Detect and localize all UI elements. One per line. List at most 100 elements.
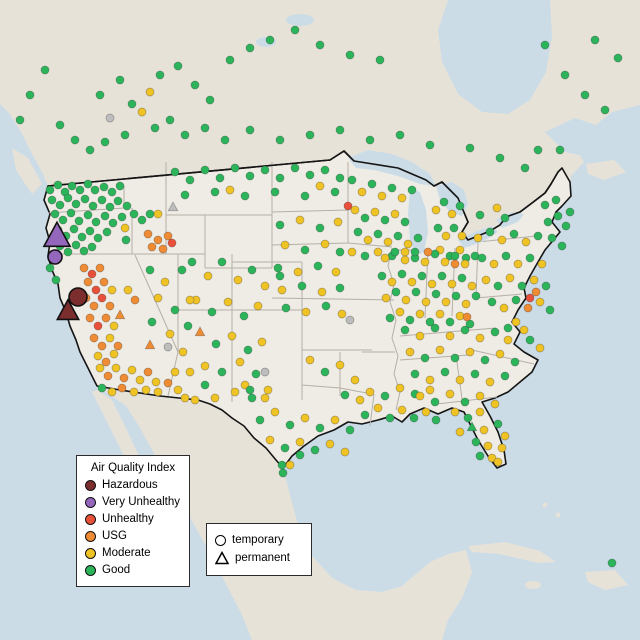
aqi-station-dot[interactable] <box>55 120 65 130</box>
aqi-station-dot[interactable] <box>503 335 513 345</box>
aqi-station-dot[interactable] <box>245 385 255 395</box>
aqi-station-dot[interactable] <box>480 355 490 365</box>
aqi-station-dot[interactable] <box>415 309 425 319</box>
aqi-station-dot[interactable] <box>387 277 397 287</box>
aqi-station-dot[interactable] <box>305 130 315 140</box>
aqi-station-dot[interactable] <box>439 197 449 207</box>
aqi-station-dot[interactable] <box>260 281 270 291</box>
aqi-station-dot[interactable] <box>401 295 411 305</box>
aqi-station-dot[interactable] <box>83 210 93 220</box>
aqi-station-dot[interactable] <box>420 353 430 363</box>
aqi-station-dot[interactable] <box>390 209 400 219</box>
aqi-station-dot[interactable] <box>543 217 553 227</box>
aqi-station-dot[interactable] <box>253 301 263 311</box>
aqi-station-dot[interactable] <box>433 223 443 233</box>
aqi-station-dot[interactable] <box>25 90 35 100</box>
aqi-station-dot[interactable] <box>330 415 340 425</box>
aqi-station-dot[interactable] <box>600 105 610 115</box>
aqi-station-dot[interactable] <box>590 35 600 45</box>
aqi-station-dot[interactable] <box>460 397 470 407</box>
aqi-station-dot[interactable] <box>535 343 545 353</box>
aqi-station-dot[interactable] <box>100 211 110 221</box>
aqi-station-dot[interactable] <box>345 50 355 60</box>
aqi-station-dot[interactable] <box>373 247 383 257</box>
aqi-station-dot[interactable] <box>210 187 220 197</box>
aqi-station-dot[interactable] <box>421 407 431 417</box>
aqi-station-dot[interactable] <box>141 385 151 395</box>
aqi-station-dot[interactable] <box>525 335 535 345</box>
aqi-station-dot[interactable] <box>391 287 401 297</box>
aqi-station-dot[interactable] <box>97 195 107 205</box>
aqi-station-dot[interactable] <box>144 339 156 350</box>
aqi-station-dot[interactable] <box>405 315 415 325</box>
aqi-station-dot[interactable] <box>113 341 123 351</box>
aqi-station-dot[interactable] <box>53 180 63 190</box>
aqi-station-dot[interactable] <box>185 295 195 305</box>
aqi-station-dot[interactable] <box>490 327 500 337</box>
aqi-station-dot[interactable] <box>410 247 420 257</box>
aqi-station-dot[interactable] <box>80 194 90 204</box>
aqi-station-dot[interactable] <box>370 207 380 217</box>
aqi-station-dot[interactable] <box>99 277 109 287</box>
aqi-station-dot[interactable] <box>335 173 345 183</box>
aqi-station-dot[interactable] <box>177 265 187 275</box>
aqi-station-dot[interactable] <box>460 259 470 269</box>
aqi-station-dot[interactable] <box>353 227 363 237</box>
aqi-station-dot[interactable] <box>67 181 77 191</box>
aqi-station-dot[interactable] <box>320 165 330 175</box>
aqi-station-dot[interactable] <box>447 279 457 289</box>
aqi-station-dot[interactable] <box>95 263 105 273</box>
aqi-station-dot[interactable] <box>301 307 311 317</box>
aqi-station-dot[interactable] <box>320 367 330 377</box>
aqi-station-dot[interactable] <box>77 232 87 242</box>
aqi-station-dot[interactable] <box>91 285 101 295</box>
aqi-station-dot[interactable] <box>107 285 117 295</box>
aqi-station-dot[interactable] <box>431 415 441 425</box>
aqi-station-dot[interactable] <box>68 287 88 307</box>
aqi-station-dot[interactable] <box>387 183 397 193</box>
aqi-station-dot[interactable] <box>275 173 285 183</box>
aqi-station-dot[interactable] <box>40 65 50 75</box>
aqi-station-dot[interactable] <box>211 339 221 349</box>
aqi-station-dot[interactable] <box>471 291 481 301</box>
aqi-station-dot[interactable] <box>483 441 493 451</box>
aqi-station-dot[interactable] <box>511 317 521 327</box>
aqi-station-dot[interactable] <box>85 226 95 236</box>
aqi-station-dot[interactable] <box>74 216 84 226</box>
aqi-station-dot[interactable] <box>360 213 370 223</box>
aqi-station-dot[interactable] <box>490 399 500 409</box>
aqi-station-dot[interactable] <box>340 390 350 400</box>
aqi-station-dot[interactable] <box>45 263 55 273</box>
aqi-station-dot[interactable] <box>165 115 175 125</box>
aqi-station-dot[interactable] <box>227 331 237 341</box>
aqi-station-dot[interactable] <box>335 247 345 257</box>
aqi-station-dot[interactable] <box>383 237 393 247</box>
aqi-station-dot[interactable] <box>194 326 206 337</box>
aqi-station-dot[interactable] <box>395 130 405 140</box>
aqi-station-dot[interactable] <box>225 55 235 65</box>
aqi-station-dot[interactable] <box>493 457 503 467</box>
aqi-station-dot[interactable] <box>481 275 491 285</box>
aqi-station-dot[interactable] <box>115 181 125 191</box>
aqi-station-dot[interactable] <box>455 375 465 385</box>
aqi-station-dot[interactable] <box>265 35 275 45</box>
aqi-station-dot[interactable] <box>451 291 461 301</box>
aqi-station-dot[interactable] <box>511 295 521 305</box>
aqi-station-dot[interactable] <box>71 240 81 250</box>
aqi-station-dot[interactable] <box>45 185 55 195</box>
aqi-station-dot[interactable] <box>509 229 519 239</box>
aqi-station-dot[interactable] <box>450 259 460 269</box>
aqi-station-dot[interactable] <box>260 393 270 403</box>
aqi-station-dot[interactable] <box>87 242 97 252</box>
aqi-station-dot[interactable] <box>335 283 345 293</box>
aqi-station-dot[interactable] <box>247 265 257 275</box>
aqi-station-dot[interactable] <box>403 239 413 249</box>
aqi-station-dot[interactable] <box>101 357 111 367</box>
aqi-station-dot[interactable] <box>407 277 417 287</box>
aqi-station-dot[interactable] <box>93 233 103 243</box>
aqi-station-dot[interactable] <box>425 140 435 150</box>
aqi-station-dot[interactable] <box>163 231 173 241</box>
aqi-station-dot[interactable] <box>365 387 375 397</box>
aqi-station-dot[interactable] <box>423 247 433 257</box>
aqi-station-dot[interactable] <box>167 201 179 212</box>
